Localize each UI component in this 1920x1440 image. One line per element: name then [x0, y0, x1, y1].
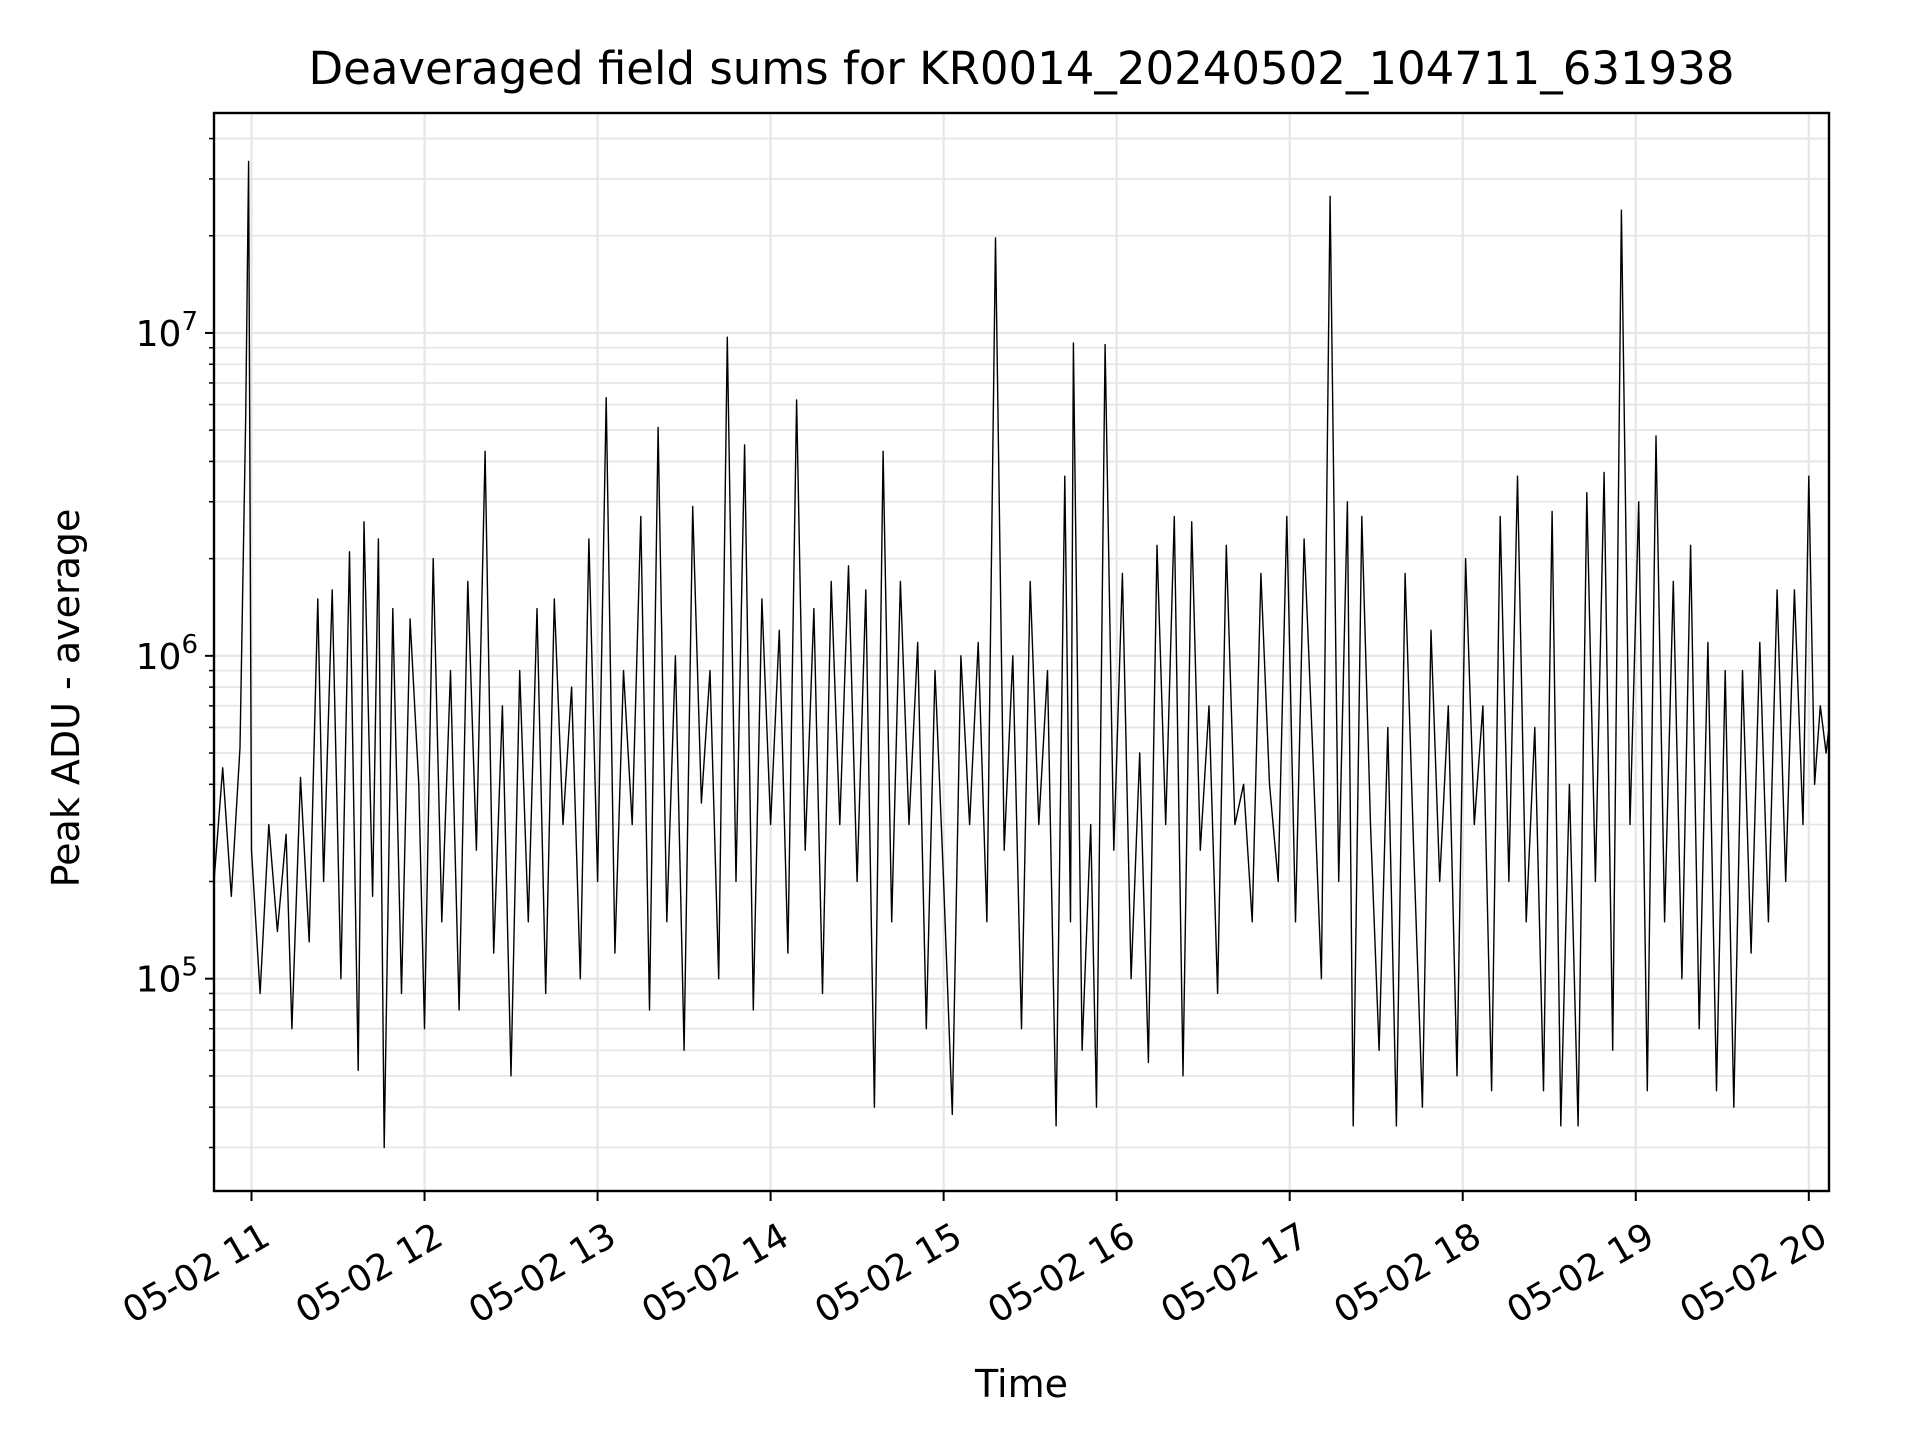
x-axis-label: Time: [975, 1362, 1068, 1406]
x-tick-label: 05-02 15: [808, 1215, 969, 1331]
y-tick-label: 106: [136, 630, 198, 678]
x-tick-label: 05-02 17: [1154, 1215, 1315, 1331]
y-tick-label: 107: [136, 307, 198, 355]
y-axis-label: Peak ADU - average: [44, 508, 88, 888]
x-tick-label: 05-02 14: [635, 1215, 796, 1331]
y-tick-label: 105: [136, 953, 198, 1001]
series-line: [213, 160, 1830, 1149]
x-tick-label: 05-02 18: [1327, 1215, 1488, 1331]
x-tick-label: 05-02 19: [1500, 1215, 1661, 1331]
x-tick-label: 05-02 12: [289, 1215, 450, 1331]
chart-title: Deaveraged field sums for KR0014_2024050…: [308, 42, 1735, 95]
grid: [214, 113, 1829, 1191]
x-tick-label: 05-02 16: [981, 1215, 1142, 1331]
x-tick-label: 05-02 20: [1673, 1215, 1834, 1331]
x-tick-label: 05-02 11: [116, 1215, 277, 1331]
series-layer: [213, 160, 1830, 1149]
x-tick-label: 05-02 13: [462, 1215, 623, 1331]
plot-frame: [212, 111, 1831, 1193]
